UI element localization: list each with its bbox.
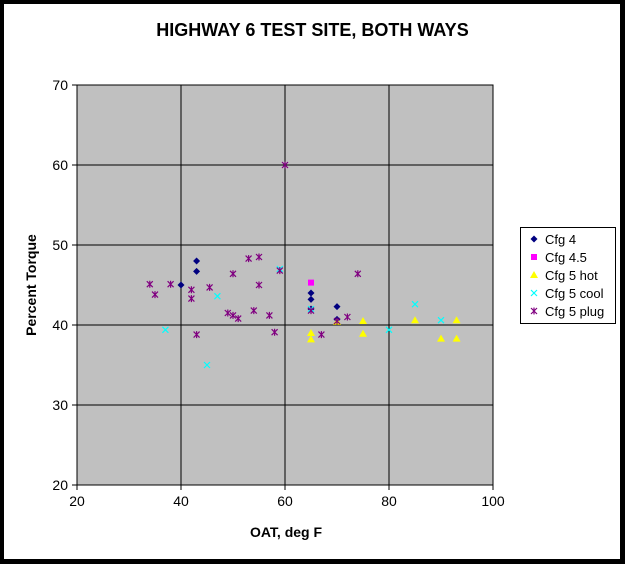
data-point bbox=[255, 281, 263, 289]
data-point bbox=[359, 329, 367, 337]
legend-item: Cfg 4 bbox=[521, 230, 615, 248]
data-point bbox=[193, 267, 201, 275]
legend-label: Cfg 5 hot bbox=[545, 267, 598, 283]
data-markers bbox=[146, 161, 461, 369]
legend-marker-shape bbox=[530, 271, 538, 278]
data-point bbox=[255, 253, 263, 261]
legend-label: Cfg 4.5 bbox=[545, 249, 587, 265]
y-tick-label: 40 bbox=[52, 317, 68, 333]
x-tick-label: 60 bbox=[277, 493, 293, 509]
legend-item: Cfg 4.5 bbox=[521, 248, 615, 266]
legend-label: Cfg 5 cool bbox=[545, 285, 604, 301]
data-point bbox=[177, 281, 185, 289]
x-tick-label: 40 bbox=[173, 493, 189, 509]
data-point bbox=[276, 267, 284, 275]
data-point bbox=[307, 335, 315, 343]
data-point bbox=[161, 326, 169, 334]
data-point bbox=[307, 289, 315, 297]
data-point bbox=[307, 295, 315, 303]
legend-item: Cfg 5 plug bbox=[521, 302, 615, 320]
data-point bbox=[281, 161, 289, 169]
legend-marker-shape bbox=[530, 307, 538, 315]
y-tick-label: 60 bbox=[52, 157, 68, 173]
data-point bbox=[411, 300, 419, 308]
legend-marker bbox=[530, 235, 538, 243]
data-point bbox=[271, 328, 279, 336]
data-point bbox=[146, 280, 154, 288]
data-point bbox=[234, 315, 242, 323]
legend-marker bbox=[530, 307, 538, 315]
legend-item: Cfg 5 cool bbox=[521, 284, 615, 302]
data-point bbox=[151, 291, 159, 299]
data-point bbox=[308, 279, 314, 286]
legend-marker bbox=[530, 289, 538, 297]
data-point bbox=[224, 309, 232, 317]
y-tick-label: 70 bbox=[52, 77, 68, 93]
data-point bbox=[411, 316, 419, 324]
data-point bbox=[354, 270, 362, 278]
data-point bbox=[437, 334, 445, 342]
data-point bbox=[359, 317, 367, 324]
data-point bbox=[333, 303, 341, 311]
data-point bbox=[206, 283, 214, 291]
data-point bbox=[193, 257, 201, 265]
data-point bbox=[167, 280, 175, 288]
legend-item: Cfg 5 hot bbox=[521, 266, 615, 284]
data-point bbox=[437, 316, 445, 324]
legend-marker bbox=[531, 254, 537, 260]
y-tick-label: 50 bbox=[52, 237, 68, 253]
data-point bbox=[307, 307, 315, 315]
data-point bbox=[265, 311, 273, 319]
data-point bbox=[229, 270, 237, 278]
data-point bbox=[187, 295, 195, 303]
legend: Cfg 4 Cfg 4.5 Cfg 5 hot Cfg 5 cool Cfg 5 plu… bbox=[520, 227, 616, 324]
data-point bbox=[213, 292, 221, 300]
legend-marker-shape bbox=[530, 235, 538, 243]
data-point bbox=[245, 255, 253, 263]
legend-marker-shape bbox=[530, 289, 538, 297]
x-tick-label: 80 bbox=[381, 493, 397, 509]
data-point bbox=[187, 286, 195, 294]
data-point bbox=[452, 334, 461, 342]
legend-marker bbox=[530, 271, 538, 278]
data-point bbox=[452, 316, 461, 324]
y-tick-label: 20 bbox=[52, 477, 68, 493]
data-point bbox=[250, 307, 258, 315]
series-4 bbox=[146, 161, 362, 339]
legend-label: Cfg 4 bbox=[545, 231, 577, 247]
y-tick-label: 30 bbox=[52, 397, 68, 413]
x-tick-label: 100 bbox=[481, 493, 505, 509]
data-point bbox=[229, 311, 237, 319]
axis-ticks: 20 40 60 80 100 20 30 40 50 60 70 bbox=[52, 77, 504, 509]
data-point bbox=[343, 313, 351, 321]
data-point bbox=[193, 331, 201, 339]
data-point bbox=[307, 329, 315, 336]
data-point bbox=[203, 361, 211, 369]
chart-title: HIGHWAY 6 TEST SITE, BOTH WAYS bbox=[156, 20, 469, 40]
legend-label: Cfg 5 plug bbox=[545, 303, 605, 319]
data-point bbox=[317, 331, 325, 339]
x-axis-label: OAT, deg F bbox=[249, 524, 323, 540]
data-point bbox=[333, 317, 341, 325]
x-tick-label: 20 bbox=[69, 493, 85, 509]
series-1 bbox=[308, 279, 314, 286]
data-point bbox=[385, 326, 393, 334]
legend-marker-shape bbox=[531, 254, 537, 260]
